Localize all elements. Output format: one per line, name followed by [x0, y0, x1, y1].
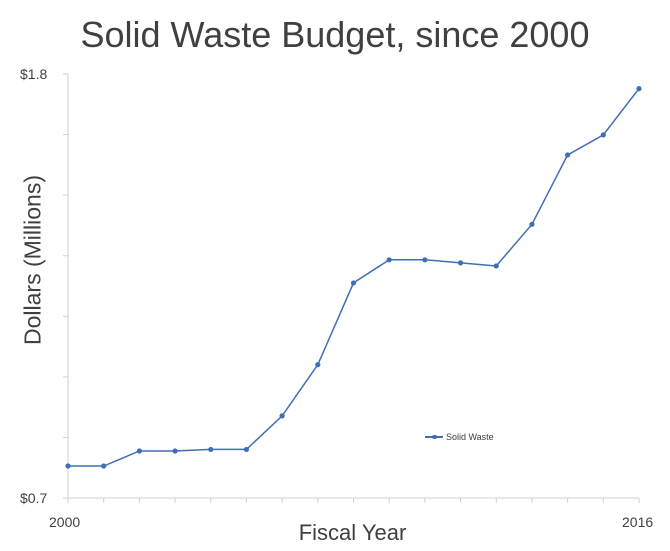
data-point	[65, 463, 71, 469]
data-point	[315, 362, 321, 368]
data-point	[136, 448, 142, 454]
data-point	[350, 280, 357, 286]
data-point	[529, 221, 535, 227]
data-point	[208, 446, 214, 453]
y-tick-label-min: $0.7	[20, 490, 48, 506]
data-point	[422, 257, 428, 263]
data-point	[101, 463, 107, 469]
x-tick-label-last: 2016	[622, 514, 654, 530]
legend-swatch-solid-waste	[425, 433, 443, 441]
legend-label-solid-waste: Solid Waste	[446, 432, 494, 442]
data-point	[457, 260, 464, 266]
data-point	[279, 413, 285, 419]
legend: Solid Waste	[425, 432, 494, 442]
axes	[63, 73, 640, 503]
data-point	[600, 132, 606, 138]
data-point	[243, 446, 250, 453]
data-point	[636, 86, 642, 92]
series-line-solid-waste	[68, 88, 640, 467]
x-axis-title: Fiscal Year	[298, 520, 407, 545]
y-tick-label-max: $1.8	[20, 66, 48, 82]
data-point	[172, 448, 178, 454]
chart-title: Solid Waste Budget, since 2000	[80, 14, 590, 55]
data-point	[565, 152, 571, 158]
x-tick-label-first: 2000	[49, 514, 81, 530]
data-point	[386, 257, 392, 263]
series-group	[65, 86, 642, 469]
data-point	[493, 263, 499, 269]
